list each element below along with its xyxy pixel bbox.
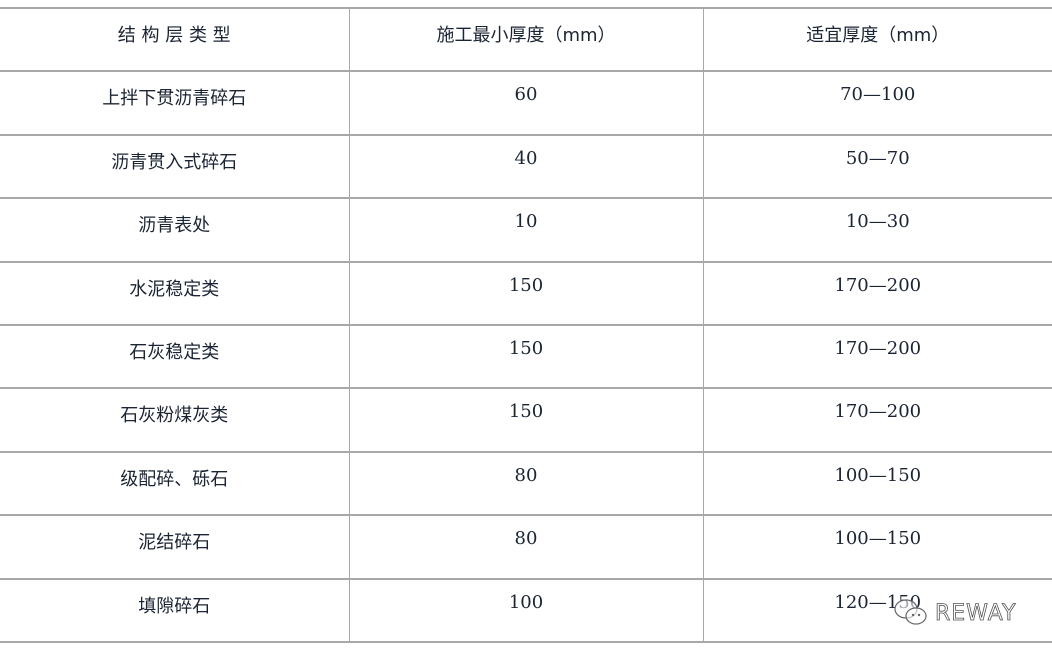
cell-min-thickness: 150 <box>348 387 703 453</box>
cell-min-thickness: 40 <box>348 133 703 200</box>
table-row: 石灰稳定类 150 170—200 <box>0 323 1052 390</box>
cell-min-thickness: 80 <box>348 450 703 517</box>
cell-structure-type: 上拌下贯沥青碎石 <box>0 70 349 136</box>
cell-suitable-thickness: 50—70 <box>702 133 1052 200</box>
cell-structure-type: 级配碎、砾石 <box>0 450 349 517</box>
header-structure-type: 结 构 层 类 型 <box>0 6 349 73</box>
cell-min-thickness: 150 <box>348 323 703 390</box>
cell-structure-type: 泥结碎石 <box>0 514 349 580</box>
table-row: 沥青表处 10 10—30 <box>0 197 1052 263</box>
watermark: REWAY <box>893 598 1017 628</box>
cell-suitable-thickness: 170—200 <box>702 387 1052 453</box>
watermark-text: REWAY <box>935 600 1017 626</box>
cell-structure-type: 石灰稳定类 <box>0 323 349 390</box>
table-row: 泥结碎石 80 100—150 <box>0 514 1052 580</box>
table-header-row: 结 构 层 类 型 施工最小厚度（mm） 适宜厚度（mm） <box>0 6 1052 73</box>
cell-min-thickness: 10 <box>348 197 703 263</box>
cell-suitable-thickness: 100—150 <box>702 514 1052 580</box>
table-row: 级配碎、砾石 80 100—150 <box>0 450 1052 517</box>
cell-structure-type: 沥青贯入式碎石 <box>0 133 349 200</box>
cell-structure-type: 沥青表处 <box>0 197 349 263</box>
cell-suitable-thickness: 100—150 <box>702 450 1052 517</box>
wechat-icon <box>894 599 927 625</box>
cell-suitable-thickness: 70—100 <box>702 70 1052 136</box>
cell-suitable-thickness: 170—200 <box>702 323 1052 390</box>
table-row: 石灰粉煤灰类 150 170—200 <box>0 387 1052 453</box>
cell-min-thickness: 60 <box>348 70 703 136</box>
thickness-table: 结 构 层 类 型 施工最小厚度（mm） 适宜厚度（mm） 上拌下贯沥青碎石 60… <box>0 6 1052 643</box>
header-min-thickness: 施工最小厚度（mm） <box>348 6 703 73</box>
cell-suitable-thickness: 10—30 <box>702 197 1052 263</box>
header-suitable-thickness: 适宜厚度（mm） <box>702 6 1052 73</box>
table-row: 沥青贯入式碎石 40 50—70 <box>0 133 1052 200</box>
cell-min-thickness: 80 <box>348 514 703 580</box>
cell-structure-type: 水泥稳定类 <box>0 260 349 326</box>
cell-min-thickness: 100 <box>348 577 703 643</box>
cell-structure-type: 填隙碎石 <box>0 577 349 643</box>
table-row: 上拌下贯沥青碎石 60 70—100 <box>0 70 1052 136</box>
cell-structure-type: 石灰粉煤灰类 <box>0 387 349 453</box>
table-row: 水泥稳定类 150 170—200 <box>0 260 1052 326</box>
cell-min-thickness: 150 <box>348 260 703 326</box>
cell-suitable-thickness: 170—200 <box>702 260 1052 326</box>
table-row: 填隙碎石 100 120—150 <box>0 577 1052 643</box>
